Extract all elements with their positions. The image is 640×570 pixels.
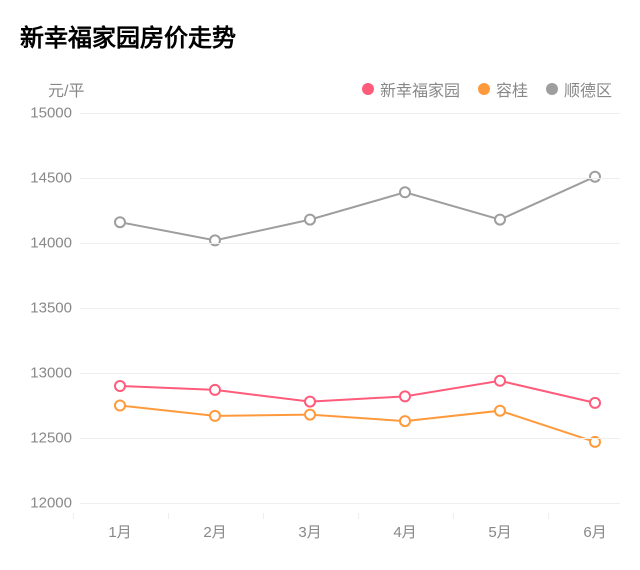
x-tick-label: 4月 xyxy=(393,521,416,542)
legend-item-2: 顺德区 xyxy=(546,77,612,101)
grid-line xyxy=(80,178,620,179)
x-axis: 1月 2月 3月 4月 5月 6月 xyxy=(80,513,620,553)
x-tick-label: 3月 xyxy=(298,521,321,542)
series-marker xyxy=(590,398,600,408)
grid-line xyxy=(80,243,620,244)
series-marker xyxy=(210,385,220,395)
x-tick-label: 2月 xyxy=(203,521,226,542)
series-line xyxy=(120,381,595,403)
grid-line xyxy=(80,373,620,374)
x-tick xyxy=(358,513,359,519)
series-marker xyxy=(495,215,505,225)
chart-container: 元/平 新幸福家园 容桂 顺德区 1月 2月 3月 4月 5月 6月 12000 12500… xyxy=(0,53,640,563)
x-tick-label: 1月 xyxy=(108,521,131,542)
series-marker xyxy=(115,401,125,411)
y-tick-label: 13500 xyxy=(22,300,72,317)
x-tick xyxy=(168,513,169,519)
series-marker xyxy=(495,406,505,416)
x-tick xyxy=(453,513,454,519)
y-tick-label: 12000 xyxy=(22,495,72,512)
legend-dot-1 xyxy=(478,83,490,95)
y-tick-label: 15000 xyxy=(22,105,72,122)
y-tick-label: 12500 xyxy=(22,430,72,447)
x-tick xyxy=(263,513,264,519)
grid-line xyxy=(80,503,620,504)
x-tick-label: 6月 xyxy=(583,521,606,542)
x-tick xyxy=(73,513,74,519)
legend: 新幸福家园 容桂 顺德区 xyxy=(362,77,612,101)
x-tick-label: 5月 xyxy=(488,521,511,542)
legend-item-1: 容桂 xyxy=(478,77,528,101)
grid-line xyxy=(80,438,620,439)
series-marker xyxy=(115,381,125,391)
y-tick-label: 14000 xyxy=(22,235,72,252)
legend-label-1: 容桂 xyxy=(496,77,528,101)
series-marker xyxy=(305,215,315,225)
series-line xyxy=(120,406,595,442)
x-tick xyxy=(548,513,549,519)
series-marker xyxy=(400,391,410,401)
legend-item-0: 新幸福家园 xyxy=(362,77,460,101)
grid-line xyxy=(80,308,620,309)
legend-label-0: 新幸福家园 xyxy=(380,77,460,101)
series-line xyxy=(120,177,595,241)
legend-dot-2 xyxy=(546,83,558,95)
series-marker xyxy=(305,410,315,420)
series-marker xyxy=(400,187,410,197)
grid-line xyxy=(80,113,620,114)
series-marker xyxy=(305,397,315,407)
legend-dot-0 xyxy=(362,83,374,95)
series-marker xyxy=(590,172,600,182)
y-tick-label: 13000 xyxy=(22,365,72,382)
plot-area xyxy=(80,113,620,503)
y-axis-unit: 元/平 xyxy=(48,77,84,101)
series-marker xyxy=(210,411,220,421)
y-tick-label: 14500 xyxy=(22,170,72,187)
series-marker xyxy=(495,376,505,386)
legend-label-2: 顺德区 xyxy=(564,77,612,101)
series-marker xyxy=(115,217,125,227)
series-marker xyxy=(400,416,410,426)
chart-title: 新幸福家园房价走势 xyxy=(0,0,640,53)
